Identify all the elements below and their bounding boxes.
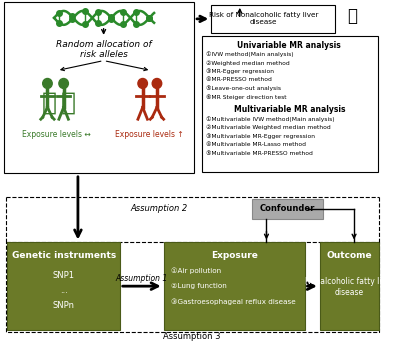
- Text: Nonalcoholic fatty liver
disease: Nonalcoholic fatty liver disease: [305, 277, 394, 297]
- Text: ②Multivariable Weighted median method: ②Multivariable Weighted median method: [206, 125, 330, 130]
- Text: Exposure: Exposure: [211, 251, 258, 260]
- Text: Multivariable MR analysis: Multivariable MR analysis: [234, 105, 345, 114]
- Text: Risk of Nonalcoholic fatty liver
disease: Risk of Nonalcoholic fatty liver disease: [209, 12, 318, 25]
- Text: ②Lung function: ②Lung function: [171, 283, 227, 289]
- Text: Confounder: Confounder: [260, 204, 315, 213]
- Text: Assumption 2: Assumption 2: [130, 204, 188, 213]
- Bar: [202, 36, 378, 172]
- Bar: [6, 242, 379, 332]
- Circle shape: [43, 79, 52, 89]
- Text: ⑥MR Steiger direction test: ⑥MR Steiger direction test: [206, 94, 286, 100]
- Text: 🫀: 🫀: [347, 7, 357, 25]
- Text: ①IVW method(Main analysis): ①IVW method(Main analysis): [206, 52, 293, 57]
- Text: Exposure levels ↔: Exposure levels ↔: [22, 130, 90, 139]
- Text: SNPn: SNPn: [53, 301, 75, 310]
- Circle shape: [152, 79, 162, 89]
- Bar: [8, 242, 120, 330]
- Text: ④MR-PRESSO method: ④MR-PRESSO method: [206, 78, 271, 82]
- Text: ...: ...: [60, 286, 68, 294]
- Circle shape: [59, 79, 68, 89]
- Text: ③Multivariable MR-Egger regression: ③Multivariable MR-Egger regression: [206, 133, 314, 139]
- Text: ②Weighted median method: ②Weighted median method: [206, 60, 289, 66]
- Text: ①Air pollution: ①Air pollution: [171, 267, 221, 274]
- Text: Assumption 3: Assumption 3: [164, 332, 221, 341]
- Text: ⑤Multivariable MR-PRESSO method: ⑤Multivariable MR-PRESSO method: [206, 150, 312, 156]
- Text: Univariable MR analysis: Univariable MR analysis: [238, 41, 341, 50]
- Text: Outcome: Outcome: [326, 251, 372, 260]
- Text: Exposure levels ↑: Exposure levels ↑: [115, 130, 184, 139]
- Text: ①Multivariable IVW method(Main analysis): ①Multivariable IVW method(Main analysis): [206, 116, 334, 122]
- Text: SNP1: SNP1: [53, 271, 75, 280]
- Bar: [252, 199, 323, 219]
- Text: Genetic instruments: Genetic instruments: [12, 251, 116, 260]
- Text: 🚶: 🚶: [42, 90, 57, 114]
- Bar: [211, 5, 335, 33]
- Text: ⑤Leave-one-out analysis: ⑤Leave-one-out analysis: [206, 86, 280, 91]
- Text: Random allocation of
risk alleles: Random allocation of risk alleles: [56, 40, 152, 60]
- Text: ④Multivariable MR-Lasso method: ④Multivariable MR-Lasso method: [206, 142, 306, 147]
- Text: ③Gastroesophageal reflux disease: ③Gastroesophageal reflux disease: [171, 299, 296, 305]
- Bar: [4, 2, 194, 173]
- Bar: [164, 242, 304, 330]
- Text: ③MR-Egger regression: ③MR-Egger regression: [206, 69, 274, 74]
- Text: Assumption 1: Assumption 1: [116, 274, 168, 283]
- Text: 🚶: 🚶: [61, 90, 76, 114]
- Circle shape: [138, 79, 148, 89]
- Bar: [320, 242, 379, 330]
